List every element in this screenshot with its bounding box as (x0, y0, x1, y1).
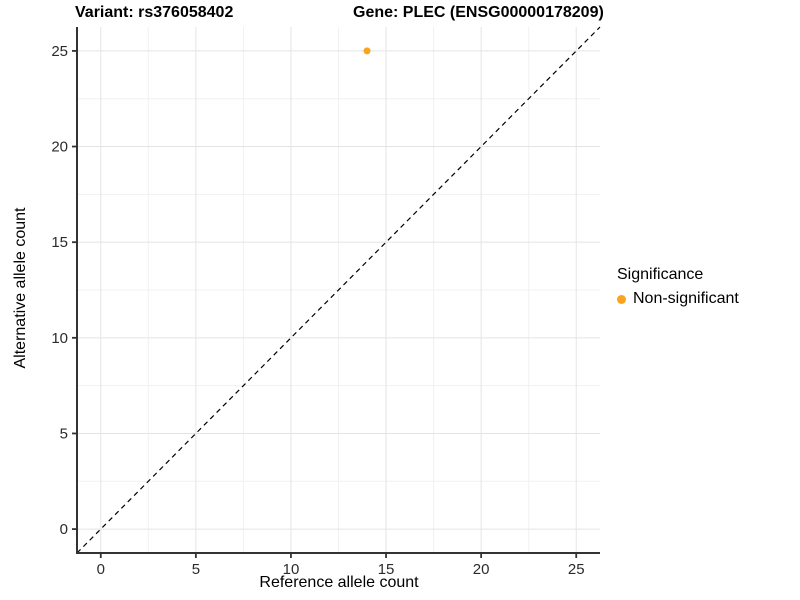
y-tick-label: 20 (51, 139, 68, 156)
x-tick-label: 5 (192, 561, 200, 578)
data-point (363, 47, 371, 55)
x-tick-label: 20 (473, 561, 490, 578)
axis-lines (76, 27, 600, 554)
x-tick-labels: 0 5 10 15 20 25 (97, 561, 585, 578)
y-tick-label: 10 (51, 330, 68, 347)
plot-title-variant: Variant: rs376058402 (75, 4, 234, 21)
legend: Significance Non-significant (617, 266, 739, 308)
y-tick-labels: 0 5 10 15 20 25 (51, 43, 68, 538)
x-axis-title: Reference allele count (259, 574, 419, 591)
legend-item-label: Non-significant (633, 290, 739, 307)
legend-title: Significance (617, 266, 704, 283)
legend-item-non-significant: Non-significant (617, 290, 739, 308)
y-axis-title: Alternative allele count (12, 207, 29, 369)
y-tick-label: 15 (51, 234, 68, 251)
grid-minor (77, 27, 600, 553)
tick-marks (72, 50, 578, 558)
grid-major (77, 27, 600, 553)
y-tick-label: 0 (60, 521, 68, 538)
legend-point-swatch (617, 294, 626, 304)
x-tick-label: 10 (283, 561, 300, 578)
x-tick-label: 25 (568, 561, 585, 578)
y-tick-label: 5 (60, 425, 68, 442)
x-tick-label: 15 (378, 561, 395, 578)
plot-title-gene: Gene: PLEC (ENSG00000178209) (353, 4, 604, 21)
x-tick-label: 0 (97, 561, 105, 578)
y-tick-label: 25 (51, 43, 68, 60)
identity-line (76, 26, 601, 554)
data-points (363, 47, 371, 55)
